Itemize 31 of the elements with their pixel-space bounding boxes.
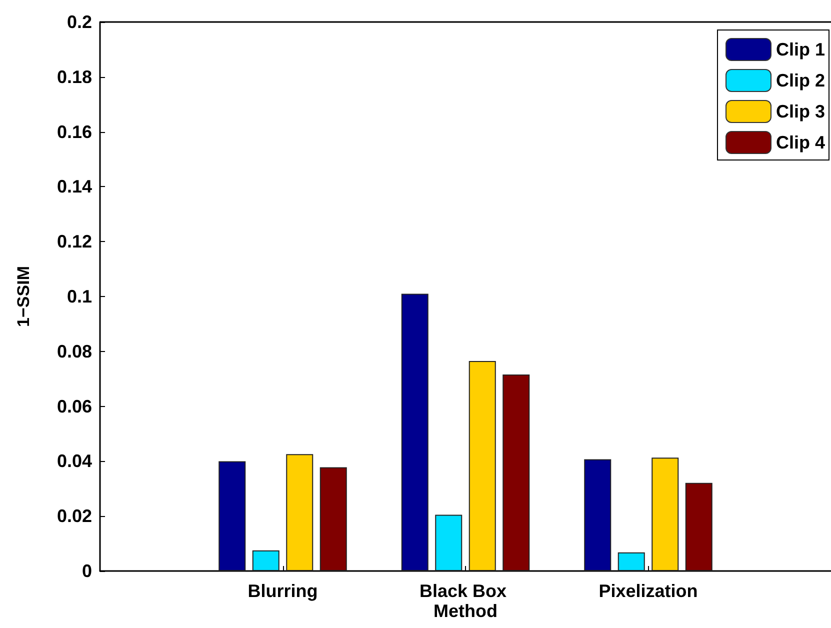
bar bbox=[401, 294, 428, 571]
bar bbox=[502, 374, 530, 571]
y-tick-label: 0 bbox=[82, 561, 92, 581]
legend-label: Clip 2 bbox=[776, 70, 826, 90]
bar bbox=[252, 550, 280, 571]
bar bbox=[320, 467, 347, 571]
bar bbox=[584, 459, 612, 571]
bar bbox=[618, 552, 645, 571]
bar bbox=[468, 361, 496, 571]
y-tick-label: 0.18 bbox=[56, 66, 92, 87]
bar bbox=[652, 458, 679, 571]
x-tick-label: Pixelization bbox=[598, 581, 698, 601]
bar bbox=[218, 461, 246, 571]
x-tick-label: Black Box Method bbox=[419, 581, 512, 621]
y-tick-label: 0.12 bbox=[56, 232, 92, 252]
y-tick-label: 0.14 bbox=[56, 176, 92, 197]
bar bbox=[286, 454, 314, 571]
bar bbox=[435, 514, 462, 571]
legend-label: Clip 1 bbox=[776, 40, 826, 60]
y-tick-label: 0.08 bbox=[56, 341, 92, 362]
y-axis-title: 1−SSIM bbox=[14, 266, 33, 327]
y-tick-label: 0.1 bbox=[66, 286, 92, 306]
y-tick-label: 0.16 bbox=[56, 122, 92, 142]
y-tick-label: 0.04 bbox=[56, 451, 92, 472]
legend-label: Clip 4 bbox=[776, 132, 826, 152]
y-tick-label: 0.2 bbox=[66, 12, 92, 32]
y-tick-label: 0.02 bbox=[56, 506, 92, 526]
x-tick-label: Blurring bbox=[248, 581, 318, 601]
bar bbox=[685, 482, 712, 571]
legend-label: Clip 3 bbox=[776, 102, 826, 122]
y-tick-label: 0.06 bbox=[56, 396, 92, 416]
